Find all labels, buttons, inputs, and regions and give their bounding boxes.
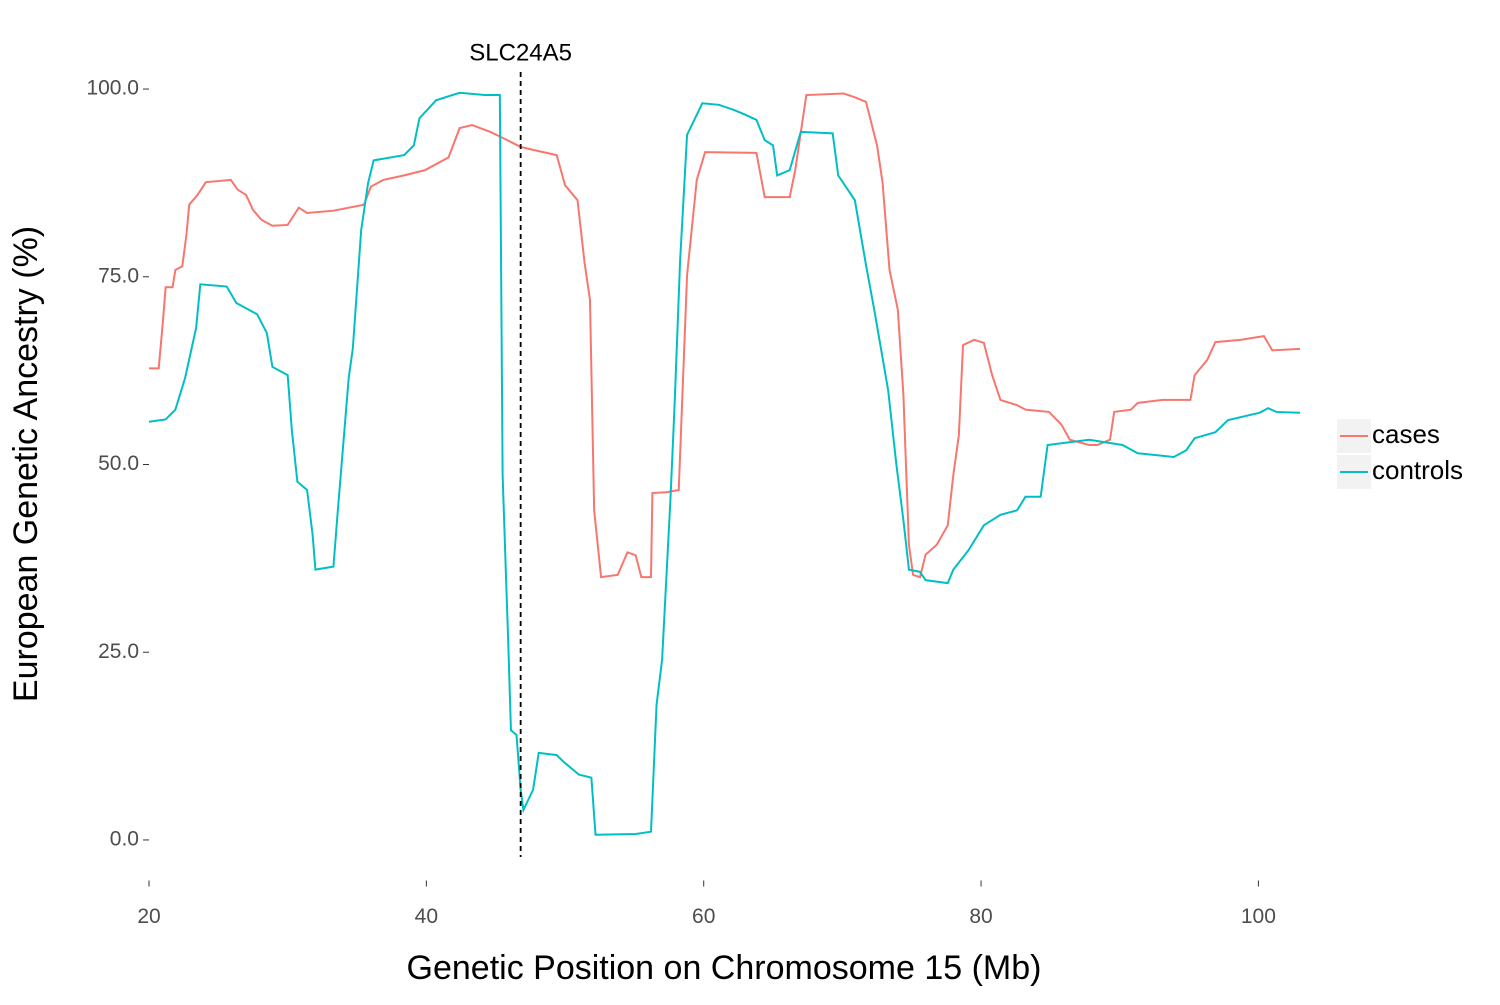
line-series (148, 91, 1301, 836)
annotation-label: SLC24A5 (469, 39, 572, 66)
legend-label: controls (1372, 455, 1463, 485)
x-tick-label: 40 (415, 905, 438, 928)
line-series (149, 92, 1301, 579)
x-tick-label: 20 (137, 905, 160, 928)
x-axis-title: Genetic Position on Chromosome 15 (Mb) (407, 949, 1042, 987)
y-tick-label: 75.0 (98, 264, 139, 287)
y-tick-label: 50.0 (98, 452, 139, 475)
x-tick-label: 80 (969, 905, 992, 928)
x-tick-label: 100 (1241, 905, 1276, 928)
y-tick-label: 25.0 (98, 640, 139, 663)
y-tick-label: 0.0 (110, 828, 139, 851)
x-tick-label: 60 (692, 905, 715, 928)
y-axis-title: European Genetic Ancestry (%) (7, 226, 45, 702)
y-tick-label: 100.0 (86, 77, 139, 100)
legend-label: cases (1372, 419, 1440, 449)
